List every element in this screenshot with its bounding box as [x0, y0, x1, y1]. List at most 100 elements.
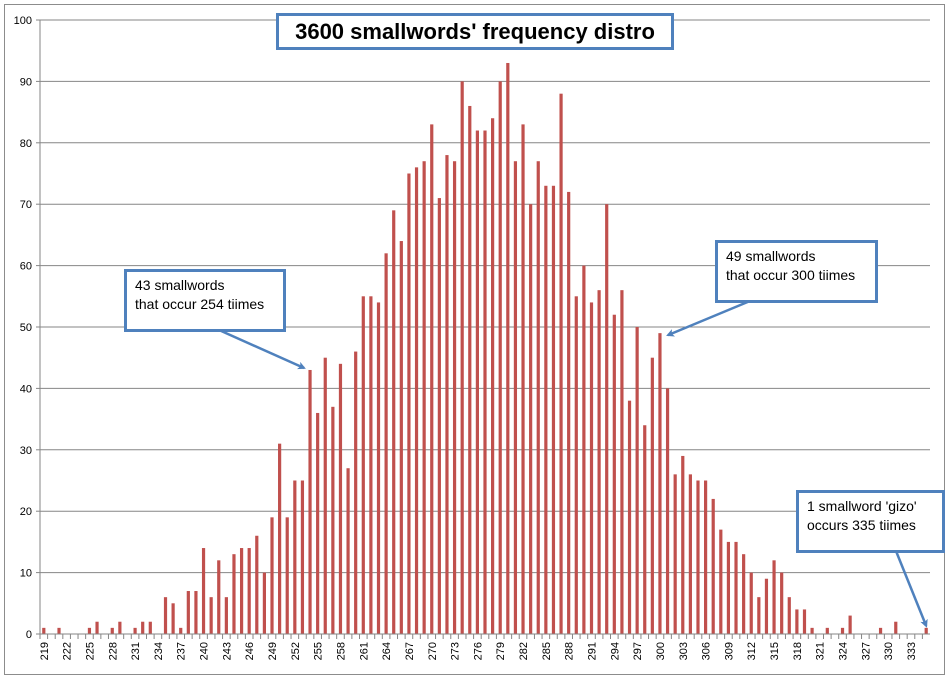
- bar: [704, 480, 708, 634]
- bar: [840, 627, 845, 634]
- x-tick-label: 225: [84, 642, 96, 660]
- annotation-arrows: [218, 299, 928, 628]
- y-tick-label: 40: [20, 383, 32, 395]
- chart-frame: [4, 4, 945, 675]
- x-tick-label: 264: [381, 642, 393, 660]
- bar: [247, 548, 251, 634]
- x-tick-label: 219: [39, 642, 51, 660]
- annotation-254: 43 smallwords that occur 254 tiimes: [124, 269, 286, 332]
- bar: [163, 597, 168, 634]
- x-tick-label: 294: [609, 642, 621, 660]
- x-tick-label: 234: [153, 642, 165, 660]
- x-tick-label: 255: [313, 642, 325, 660]
- bar: [757, 597, 761, 634]
- y-tick-label: 10: [20, 568, 32, 580]
- bar: [795, 609, 799, 634]
- bar: [331, 406, 335, 634]
- bar: [894, 621, 898, 634]
- x-tick-label: 309: [723, 642, 735, 660]
- bar: [529, 204, 533, 634]
- annotation-line: 49 smallwords: [726, 248, 816, 264]
- bar: [643, 425, 647, 634]
- y-tick-label: 0: [26, 629, 32, 641]
- bar: [544, 185, 548, 634]
- bar: [605, 204, 609, 634]
- bar: [696, 480, 700, 634]
- axes: 0 10 20 30 40 50 60 70 80 90 100 219 222 225 228 231 234…: [14, 15, 930, 660]
- bar: [224, 597, 228, 634]
- bar: [460, 81, 464, 634]
- bar: [209, 597, 213, 634]
- bar: [118, 621, 122, 634]
- bar: [810, 627, 814, 634]
- bar: [414, 167, 419, 635]
- x-tick-label: 312: [746, 642, 758, 660]
- bar: [567, 191, 571, 635]
- x-tick-label: 291: [586, 642, 598, 660]
- y-tick-label: 70: [20, 199, 32, 211]
- bar: [597, 290, 601, 634]
- bar: [627, 400, 632, 634]
- bar: [513, 161, 518, 634]
- bar: [559, 93, 563, 635]
- bar: [825, 627, 829, 634]
- bar: [787, 597, 791, 634]
- bar: [521, 124, 525, 634]
- x-tick-label: 270: [427, 642, 439, 660]
- bar: [354, 351, 358, 634]
- annotation-arrow: [894, 550, 928, 628]
- bar: [506, 62, 510, 635]
- x-tick-label: 231: [130, 642, 142, 660]
- bar: [498, 81, 502, 634]
- annotation-line: that occur 254 tiimes: [135, 296, 265, 312]
- bar: [232, 554, 236, 634]
- bar: [536, 161, 540, 634]
- bar: [589, 302, 594, 634]
- chart-title: 3600 smallwords' frequency distro: [276, 13, 674, 50]
- x-tick-label: 228: [107, 642, 119, 660]
- bar: [620, 290, 624, 634]
- bar: [308, 369, 312, 634]
- bar: [87, 627, 92, 634]
- y-tick-label: 80: [20, 138, 32, 150]
- x-tick-label: 243: [221, 642, 233, 660]
- x-tick-label: 273: [450, 642, 462, 660]
- bar: [635, 327, 639, 634]
- x-tick-label: 300: [655, 642, 667, 660]
- bar: [255, 535, 259, 634]
- y-tick-label: 100: [14, 15, 32, 27]
- x-tick-label: 327: [860, 642, 872, 660]
- bar: [452, 161, 457, 634]
- bar: [407, 173, 411, 634]
- bar: [582, 265, 586, 634]
- x-tick-label: 282: [518, 642, 530, 660]
- bar: [719, 529, 723, 634]
- x-tick-label: 321: [815, 642, 827, 660]
- x-tick-label: 297: [632, 642, 644, 660]
- annotation-arrow: [666, 299, 751, 337]
- y-tick-label: 20: [20, 506, 32, 518]
- x-tick-label: 315: [769, 642, 781, 660]
- bar: [278, 443, 282, 634]
- annotation-arrow: [218, 328, 306, 370]
- bar: [430, 124, 434, 634]
- bar: [673, 474, 677, 634]
- bar: [422, 161, 426, 634]
- y-tick-label: 50: [20, 322, 32, 334]
- x-tick-label: 261: [358, 642, 370, 660]
- bar: [483, 130, 487, 634]
- bar: [141, 621, 145, 634]
- x-tick-label: 333: [906, 642, 918, 660]
- bar: [742, 554, 746, 634]
- x-tick-label: 252: [290, 642, 302, 660]
- bar: [711, 498, 715, 634]
- bar: [780, 572, 784, 634]
- bar: [848, 615, 852, 634]
- bar: [57, 627, 61, 634]
- annotation-line: occurs 335 tiimes: [807, 517, 916, 533]
- bar: [658, 333, 662, 634]
- bar: [201, 548, 206, 634]
- bar: [650, 357, 654, 634]
- x-tick-label: 237: [176, 642, 188, 660]
- bar: [95, 621, 99, 634]
